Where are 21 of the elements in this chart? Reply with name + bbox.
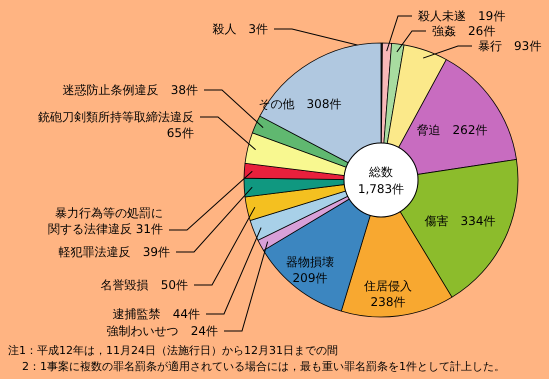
slice-label: 脅迫 262件	[416, 123, 488, 137]
text: 2：1事案に複数の罪名罰条が適用されている場合には，最も重い罪名罰条を1件として計上した。	[22, 360, 505, 373]
slice-label: 迷惑防止条例違反 38件	[62, 83, 198, 97]
slice-label: 逮捕監禁 44件	[112, 307, 200, 321]
slice-label: 強姦 26件	[432, 24, 496, 38]
data-label: 65件	[166, 126, 194, 140]
slice-label: 銃砲刀剣類所持等取締法違反	[38, 110, 194, 124]
slice-label: 暴行 93件	[478, 39, 542, 53]
slice-label: 名誉毀損 50件	[100, 278, 188, 292]
slice-label: 傷害 334件	[424, 214, 496, 228]
slice-label: 強制わいせつ 24件	[106, 324, 218, 338]
data-label: 209件	[292, 271, 328, 285]
slice-label: 暴力行為等の処罰に関する法律違反 31件	[48, 206, 163, 236]
slice-label: 軽犯罪法違反 39件	[58, 245, 170, 259]
slice-label: 殺人 3件	[212, 22, 268, 36]
slice-label: 殺人未遂 19件	[418, 9, 506, 23]
slice-label: 器物損壊	[286, 255, 334, 269]
text: 総数 1,783件	[358, 165, 404, 196]
text: 注1：平成12年は，11月24日（法施行日）から12月31日までの間	[8, 344, 338, 357]
data-label: 238件	[370, 295, 406, 309]
slice-label: 住居侵入	[363, 279, 412, 293]
